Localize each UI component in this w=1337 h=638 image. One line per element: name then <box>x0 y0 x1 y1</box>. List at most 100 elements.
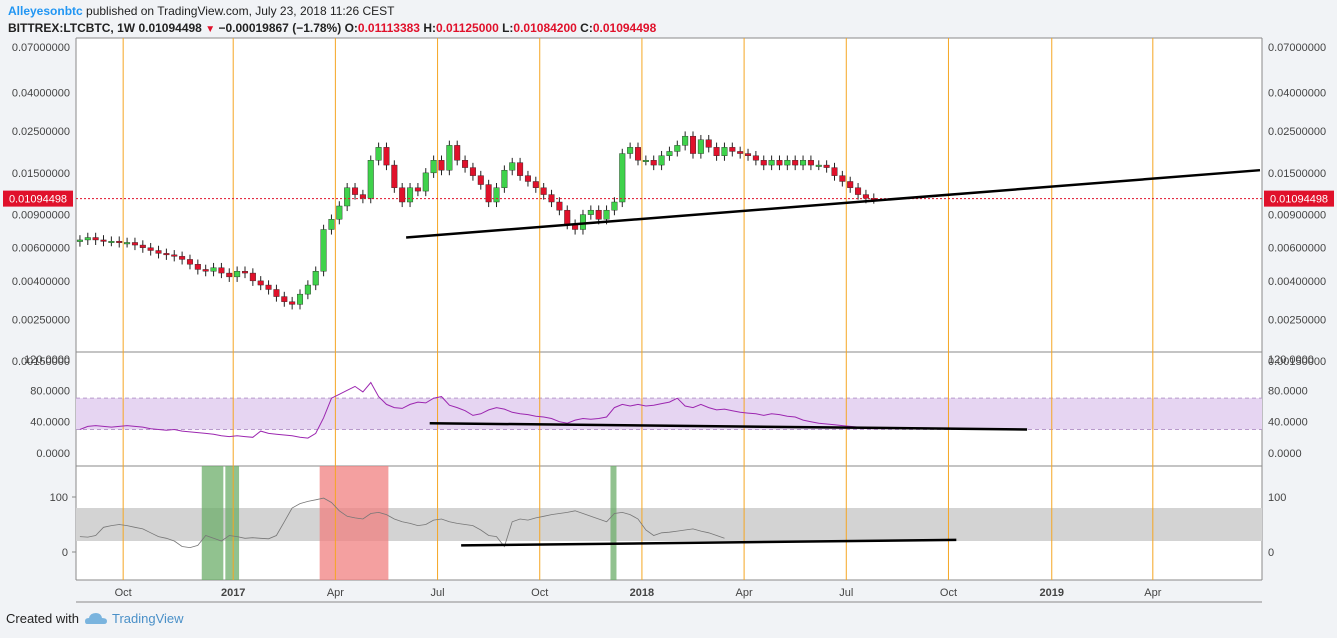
candle-up[interactable] <box>367 160 374 199</box>
candle-down[interactable] <box>564 209 571 225</box>
candle-down[interactable] <box>807 160 814 166</box>
candle-down[interactable] <box>831 167 838 176</box>
candle-down[interactable] <box>524 175 531 182</box>
candle-up[interactable] <box>375 147 382 161</box>
candle-down[interactable] <box>823 164 830 168</box>
candle-down[interactable] <box>249 272 256 282</box>
candle-down[interactable] <box>352 187 359 195</box>
candle-up[interactable] <box>76 239 83 242</box>
candle-up[interactable] <box>611 201 618 211</box>
candle-down[interactable] <box>359 194 366 199</box>
candle-down[interactable] <box>92 237 99 241</box>
candle-down[interactable] <box>847 181 854 188</box>
candle-down[interactable] <box>517 162 524 176</box>
candle-down[interactable] <box>532 181 539 188</box>
candle-down[interactable] <box>556 201 563 211</box>
candle-down[interactable] <box>690 135 697 154</box>
candle-up[interactable] <box>674 145 681 152</box>
candle-up[interactable] <box>587 209 594 215</box>
candle-down[interactable] <box>186 259 193 265</box>
candle-up[interactable] <box>501 169 508 188</box>
candle-down[interactable] <box>705 139 712 148</box>
candle-up[interactable] <box>297 293 304 305</box>
candle-down[interactable] <box>438 160 445 171</box>
candle-down[interactable] <box>462 160 469 168</box>
candle-up[interactable] <box>234 271 241 278</box>
candle-down[interactable] <box>179 256 186 260</box>
candle-up[interactable] <box>509 162 516 171</box>
rsi-trendline[interactable] <box>429 421 1028 431</box>
candle-up[interactable] <box>493 187 500 203</box>
candle-down[interactable] <box>469 167 476 176</box>
candle-down[interactable] <box>540 187 547 195</box>
candle-down[interactable] <box>139 244 146 248</box>
candle-up[interactable] <box>328 219 335 230</box>
candle-up[interactable] <box>619 153 626 203</box>
candle-up[interactable] <box>815 164 822 167</box>
candle-down[interactable] <box>485 184 492 203</box>
candle-down[interactable] <box>839 175 846 182</box>
candle-up[interactable] <box>407 187 414 203</box>
candle-down[interactable] <box>155 250 162 254</box>
oscillator-trendline[interactable] <box>461 538 957 547</box>
candle-down[interactable] <box>202 269 209 272</box>
candle-up[interactable] <box>784 160 791 166</box>
candle-up[interactable] <box>210 267 217 272</box>
candle-down[interactable] <box>218 267 225 274</box>
candle-up[interactable] <box>721 147 728 156</box>
candle-down[interactable] <box>760 160 767 166</box>
candle-down[interactable] <box>391 164 398 188</box>
candle-up[interactable] <box>658 155 665 166</box>
candle-down[interactable] <box>862 194 869 199</box>
candle-up[interactable] <box>627 147 634 154</box>
price-trendline[interactable] <box>406 168 1261 239</box>
candle-down[interactable] <box>477 175 484 185</box>
candle-down[interactable] <box>147 247 154 251</box>
candle-up[interactable] <box>84 237 91 241</box>
candle-up[interactable] <box>446 145 453 171</box>
candle-down[interactable] <box>454 145 461 161</box>
candle-down[interactable] <box>650 160 657 166</box>
candle-up[interactable] <box>682 135 689 146</box>
candle-down[interactable] <box>241 271 248 274</box>
candle-down[interactable] <box>100 239 107 242</box>
candle-down[interactable] <box>745 153 752 156</box>
candle-down[interactable] <box>713 147 720 156</box>
candle-up[interactable] <box>304 284 311 295</box>
author-link[interactable]: Alleyesonbtc <box>8 4 83 18</box>
candle-up[interactable] <box>800 160 807 166</box>
candle-down[interactable] <box>414 187 421 192</box>
candle-up[interactable] <box>344 187 351 207</box>
candle-up[interactable] <box>320 229 327 272</box>
candle-up[interactable] <box>312 271 319 286</box>
candle-down[interactable] <box>399 187 406 203</box>
candle-down[interactable] <box>131 242 138 246</box>
candle-up[interactable] <box>124 242 131 245</box>
candle-up[interactable] <box>642 160 649 162</box>
tradingview-brand[interactable]: TradingView <box>84 611 184 626</box>
candle-down[interactable] <box>595 209 602 220</box>
candle-up[interactable] <box>108 240 115 243</box>
candle-up[interactable] <box>430 160 437 174</box>
candle-up[interactable] <box>603 209 610 220</box>
candle-down[interactable] <box>163 253 170 256</box>
candle-up[interactable] <box>336 205 343 220</box>
candle-down[interactable] <box>792 160 799 166</box>
candle-down[interactable] <box>634 147 641 161</box>
candle-down[interactable] <box>171 254 178 257</box>
candle-down[interactable] <box>265 284 272 290</box>
candle-down[interactable] <box>752 155 759 161</box>
candle-up[interactable] <box>579 214 586 230</box>
candle-up[interactable] <box>768 160 775 166</box>
candle-down[interactable] <box>273 289 280 297</box>
candle-down[interactable] <box>729 147 736 152</box>
candle-down[interactable] <box>855 187 862 195</box>
candle-down[interactable] <box>383 147 390 166</box>
candle-down[interactable] <box>257 280 264 286</box>
candle-up[interactable] <box>666 151 673 156</box>
candle-down[interactable] <box>194 264 201 270</box>
candle-down[interactable] <box>226 272 233 278</box>
candle-down[interactable] <box>281 296 288 302</box>
candle-down[interactable] <box>737 151 744 154</box>
